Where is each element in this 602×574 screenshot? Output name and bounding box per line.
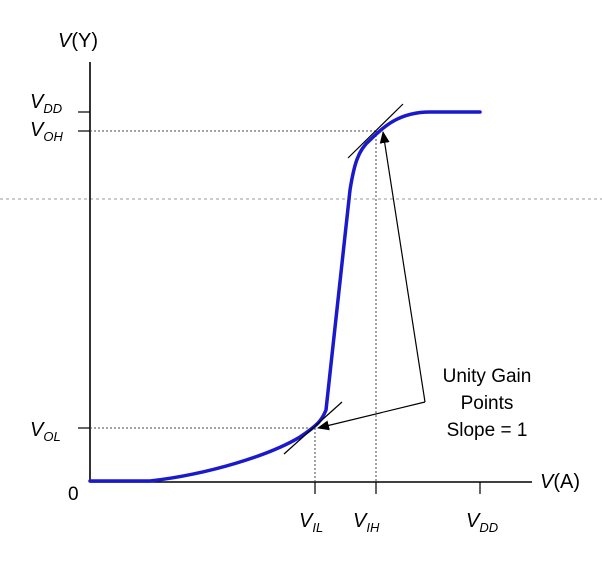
y-tick-label-voh: VOH <box>30 119 63 144</box>
origin-label: 0 <box>68 484 79 505</box>
y-axis-label: V(Y) <box>58 30 98 52</box>
x-tick-label-vil: VIL <box>299 510 323 535</box>
pointer-to-low-point <box>317 401 426 431</box>
y-tick-label-vdd: VDD <box>30 91 62 116</box>
x-tick-label-vdd: VDD <box>466 510 498 535</box>
transfer-curve <box>88 110 482 483</box>
y-tick-label-vol: VOL <box>30 419 61 444</box>
annotation-line-3: Slope = 1 <box>447 420 528 441</box>
annotation-line-1: Unity Gain <box>443 366 532 387</box>
pointer-to-high-point <box>379 131 426 403</box>
x-axis-label: V(A) <box>540 471 580 493</box>
tangent-line-high <box>347 103 404 159</box>
tangent-line-low <box>283 401 343 455</box>
annotation-line-2: Points <box>461 393 514 414</box>
x-tick-label-vih: VIH <box>353 510 380 535</box>
